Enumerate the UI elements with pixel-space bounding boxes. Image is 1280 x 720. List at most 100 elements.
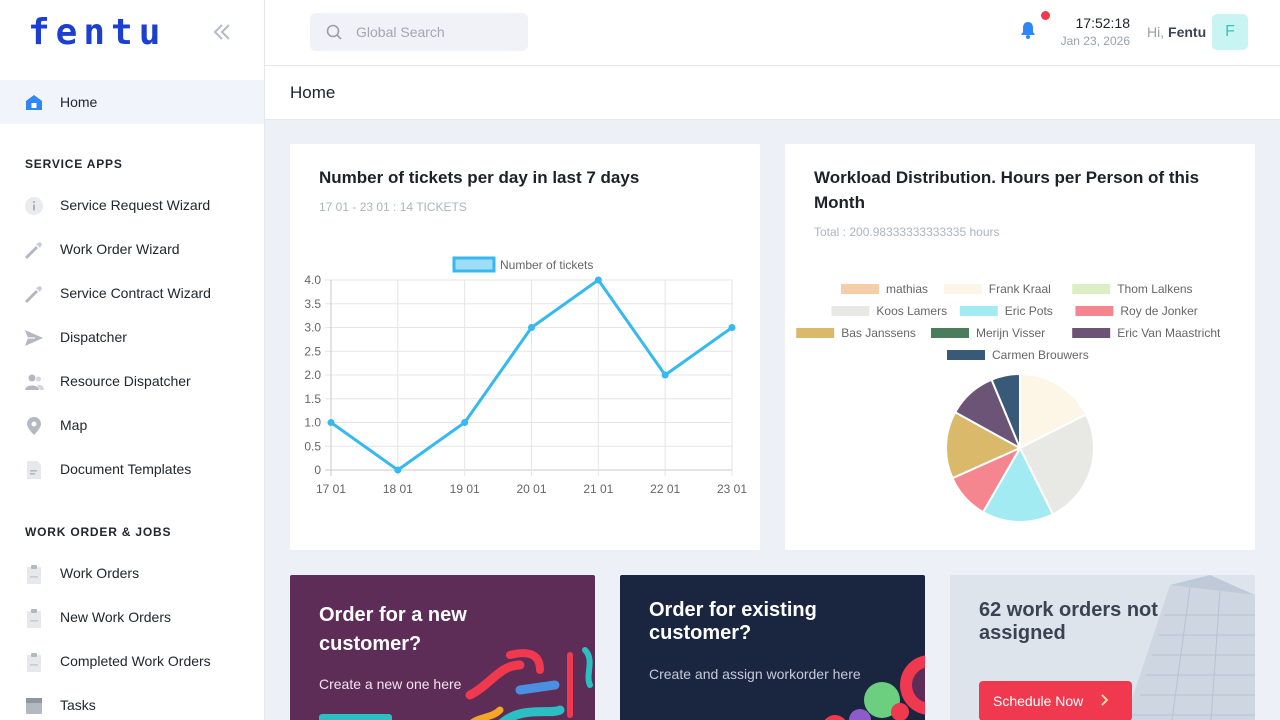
x-tick-label: 17 01	[316, 482, 346, 496]
legend-swatch	[947, 350, 985, 360]
sidebar-item-label: Completed Work Orders	[60, 653, 211, 669]
clipboard-icon	[27, 565, 41, 584]
page-header: Home	[265, 66, 1280, 120]
x-tick-label: 23 01	[717, 482, 747, 496]
tickets-line-chart: 0 0.5 1.0 1.5 2.0 2.5 3.0 3.5 4.0 17 01 18 01 19 01…	[304, 256, 747, 496]
sidebar-item-label: Dispatcher	[60, 329, 127, 345]
sidebar-item-document-templates[interactable]: Document Templates	[0, 450, 264, 490]
data-point	[661, 371, 669, 379]
sidebar-item-map[interactable]: Map	[0, 406, 264, 446]
legend-label: mathias	[886, 282, 928, 296]
wrench-icon	[24, 286, 42, 304]
clock-date: Jan 23, 2026	[1060, 34, 1130, 48]
pie-slice	[945, 410, 1023, 480]
unassigned-card[interactable]: 62 work orders not assigned Schedule Now	[950, 575, 1255, 720]
unassigned-title: 62 work orders not assigned	[979, 599, 1158, 645]
schedule-now-button[interactable]: Schedule Now	[979, 681, 1132, 720]
people-icon	[25, 374, 44, 390]
section-title-service-apps: SERVICE APPS	[25, 157, 123, 171]
workload-card-title: Workload Distribution. Hours per Person …	[814, 165, 1199, 215]
new-customer-card[interactable]: Order for a new customer? Create a new o…	[290, 575, 595, 720]
pie-slice	[990, 372, 1021, 449]
new-customer-title-line2: customer?	[319, 633, 422, 655]
new-customer-button[interactable]	[319, 714, 392, 720]
sidebar-item-service-contract-wizard[interactable]: Service Contract Wizard	[0, 274, 264, 314]
sidebar-item-new-work-orders[interactable]: New Work Orders	[0, 598, 264, 638]
search-input[interactable]	[356, 22, 516, 42]
sidebar-item-completed-work-orders[interactable]: Completed Work Orders	[0, 642, 264, 682]
workload-title-line2: Month	[814, 193, 865, 212]
user-greeting: Hi, Fentu	[1147, 24, 1206, 40]
sidebar-item-work-orders[interactable]: Work Orders	[0, 554, 264, 594]
sidebar-item-label: Service Contract Wizard	[60, 285, 211, 301]
sidebar-item-dispatcher[interactable]: Dispatcher	[0, 318, 264, 358]
y-tick-label: 3.0	[304, 321, 321, 335]
map-pin-icon	[27, 417, 41, 435]
building-image	[1125, 575, 1255, 720]
existing-customer-card[interactable]: Order for existing customer? Create and …	[620, 575, 925, 720]
sidebar-item-label: Tasks	[60, 697, 96, 713]
clock: 17:52:18 Jan 23, 2026	[1055, 15, 1130, 48]
user-name: Fentu	[1168, 24, 1207, 40]
global-search[interactable]	[310, 13, 528, 51]
legend-label: Eric Pots	[1005, 304, 1053, 318]
sidebar-item-work-order-wizard[interactable]: Work Order Wizard	[0, 230, 264, 270]
y-tick-label: 0.5	[304, 439, 321, 453]
arrow-right-icon	[1098, 693, 1112, 710]
sidebar-item-label: Service Request Wizard	[60, 197, 211, 213]
top-bar: 17:52:18 Jan 23, 2026 Hi, Fentu F	[265, 0, 1280, 66]
pie-slice	[981, 445, 1055, 523]
sidebar-item-resource-dispatcher[interactable]: Resource Dispatcher	[0, 362, 264, 402]
notification-badge	[1041, 11, 1050, 20]
legend-label: Carmen Brouwers	[992, 348, 1089, 362]
x-tick-label: 21 01	[583, 482, 613, 496]
tickets-card-title: Number of tickets per day in last 7 days	[319, 168, 640, 187]
legend-swatch	[452, 256, 496, 273]
tickets-card-subtitle: 17 01 - 23 01 : 14 TICKETS	[319, 200, 467, 214]
legend-swatch	[841, 284, 879, 294]
sidebar-item-label: Work Order Wizard	[60, 241, 180, 257]
new-customer-subtitle: Create a new one here	[319, 676, 462, 692]
clock-time: 17:52:18	[1075, 15, 1131, 31]
new-customer-title: Order for a new customer?	[319, 601, 467, 659]
sidebar-item-tasks[interactable]: Tasks	[0, 686, 264, 720]
search-icon	[326, 24, 342, 40]
avatar[interactable]: F	[1212, 14, 1248, 50]
data-point	[394, 466, 402, 474]
sidebar-item-label: Work Orders	[60, 565, 140, 581]
x-tick-label: 20 01	[516, 482, 546, 496]
legend-swatch	[1075, 306, 1114, 316]
sidebar-item-label: Resource Dispatcher	[60, 373, 191, 389]
legend-label: Thom Lalkens	[1117, 282, 1192, 296]
legend-swatch	[959, 306, 998, 316]
y-tick-label: 2.0	[304, 368, 321, 382]
clipboard-icon	[27, 609, 41, 628]
y-tick-label: 3.5	[304, 297, 321, 311]
document-icon	[27, 461, 41, 479]
existing-customer-subtitle: Create and assign workorder here	[649, 666, 861, 682]
app-logo[interactable]: fentu	[28, 12, 167, 53]
legend-label: Bas Janssens	[841, 326, 916, 340]
legend-label: Koos Lamers	[876, 304, 947, 318]
legend-swatch	[831, 306, 870, 316]
workload-pie-chart: mathias Frank Kraal Thom Lalkens Koos Lamer…	[796, 282, 1221, 523]
legend-label: Roy de Jonker	[1120, 304, 1197, 318]
wrench-icon	[24, 242, 42, 260]
y-tick-label: 1.0	[304, 416, 321, 430]
new-customer-title-line1: Order for a new	[319, 604, 467, 626]
x-tick-label: 19 01	[450, 482, 480, 496]
y-tick-label: 1.5	[304, 392, 321, 406]
data-point	[461, 419, 469, 426]
sidebar-item-service-request-wizard[interactable]: Service Request Wizard	[0, 186, 264, 226]
existing-customer-title: Order for existing customer?	[649, 599, 817, 645]
sidebar-item-home[interactable]: Home	[0, 80, 264, 124]
existing-customer-title-line2: customer?	[649, 622, 752, 644]
collapse-sidebar-icon[interactable]	[209, 20, 233, 44]
legend-swatch	[931, 328, 969, 338]
pie-slice	[1019, 372, 1088, 450]
workload-card-subtitle: Total : 200.98333333333335 hours	[814, 225, 1000, 239]
pie-slice	[1018, 413, 1095, 516]
bell-icon[interactable]	[1018, 20, 1038, 40]
info-icon	[25, 197, 43, 215]
unassigned-title-line1: 62 work orders not	[979, 599, 1158, 621]
